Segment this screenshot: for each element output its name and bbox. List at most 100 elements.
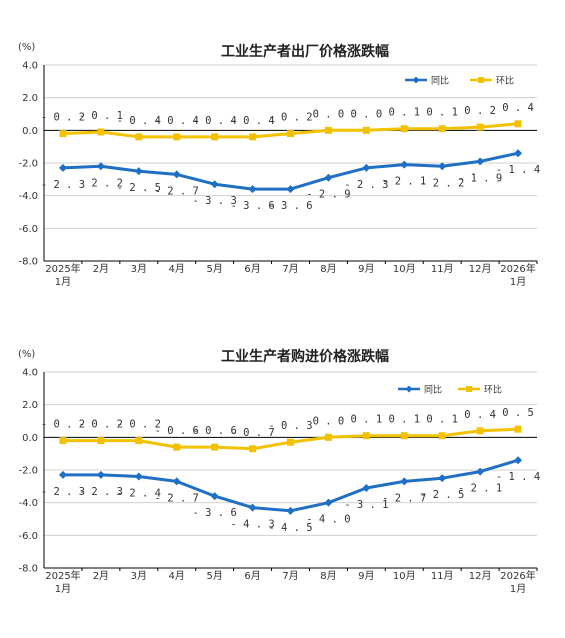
- data-point-mom: [362, 126, 370, 134]
- x-tick-label: 2025年: [45, 262, 80, 275]
- x-tick-label: 6月: [244, 570, 260, 582]
- data-point-yoy: [400, 160, 409, 169]
- data-point-mom: [400, 432, 408, 440]
- data-label-yoy: - 4 . 3: [230, 519, 274, 531]
- data-label-yoy: - 2 . 9: [306, 189, 350, 201]
- y-tick-label: 4.0: [22, 368, 38, 379]
- y-tick-label: 2.0: [22, 93, 38, 104]
- legend-label: 同比: [431, 75, 449, 87]
- data-point-mom: [438, 125, 446, 133]
- x-tick-label: 3月: [131, 570, 147, 582]
- x-tick-label: 9月: [358, 263, 374, 275]
- data-point-yoy: [58, 470, 67, 479]
- data-point-yoy: [286, 185, 295, 194]
- data-point-mom: [514, 120, 522, 128]
- data-label-mom: - 0 . 3: [268, 420, 312, 432]
- x-tick-label: 8月: [320, 263, 336, 275]
- data-point-yoy: [248, 503, 257, 512]
- data-label-mom: 0 . 1: [426, 107, 458, 119]
- data-label-yoy: - 3 . 3: [193, 195, 237, 207]
- data-point-mom: [249, 133, 257, 141]
- data-point-mom: [362, 432, 370, 440]
- data-point-mom: [514, 425, 522, 433]
- data-label-mom: 0 . 4: [464, 409, 496, 421]
- y-tick-label: -6.0: [18, 224, 38, 235]
- x-tick-label: 7月: [282, 570, 298, 582]
- data-label-mom: 0 . 1: [388, 107, 420, 119]
- x-tick-label: 2025年: [45, 569, 80, 582]
- data-point-yoy: [514, 149, 523, 158]
- data-label-yoy: - 2 . 3: [41, 486, 85, 498]
- data-point-mom: [211, 443, 219, 451]
- data-label-yoy: - 2 . 4: [117, 488, 161, 500]
- x-tick-label: 10月: [393, 570, 416, 582]
- y-tick-label: -8.0: [18, 564, 38, 575]
- data-point-yoy: [172, 477, 181, 486]
- legend-marker: [478, 77, 484, 83]
- data-label-mom: 0 . 1: [426, 414, 458, 426]
- x-tick-label: 8月: [320, 570, 336, 582]
- x-tick-label: 12月: [469, 263, 492, 275]
- x-tick-label: 10月: [393, 263, 416, 275]
- data-label-yoy: - 4 . 0: [306, 514, 350, 526]
- data-label-mom: - 0 . 6: [193, 425, 237, 437]
- data-label-mom: - 0 . 7: [230, 427, 274, 439]
- data-point-yoy: [134, 472, 143, 481]
- legend-label: 环比: [484, 384, 502, 396]
- data-point-yoy: [514, 456, 523, 465]
- y-tick-label: 0.0: [22, 433, 38, 444]
- data-label-mom: 0 . 0: [313, 108, 345, 120]
- data-point-yoy: [96, 162, 105, 171]
- data-point-mom: [476, 427, 484, 435]
- data-point-mom: [173, 443, 181, 451]
- x-tick-label: 1月: [55, 583, 71, 595]
- data-label-yoy: - 2 . 5: [117, 182, 161, 194]
- data-label-mom: 0 . 1: [351, 414, 383, 426]
- y-tick-label: -4.0: [18, 191, 38, 202]
- data-label-yoy: - 2 . 3: [79, 486, 123, 498]
- data-label-mom: - 0 . 2: [117, 419, 161, 431]
- data-label-mom: - 0 . 2: [41, 419, 85, 431]
- data-point-yoy: [286, 506, 295, 515]
- legend-marker: [466, 386, 472, 392]
- data-label-mom: 0 . 0: [313, 415, 345, 427]
- data-point-yoy: [248, 185, 257, 194]
- x-tick-label: 2月: [93, 263, 109, 275]
- x-tick-label: 11月: [431, 570, 454, 582]
- data-point-yoy: [438, 162, 447, 171]
- data-point-mom: [287, 438, 294, 446]
- data-label-mom: - 0 . 4: [230, 115, 274, 127]
- data-label-mom: 0 . 2: [464, 105, 496, 117]
- x-tick-label: 3月: [131, 263, 147, 275]
- data-label-yoy: - 2 . 7: [382, 492, 426, 504]
- data-point-yoy: [438, 474, 447, 483]
- data-point-mom: [211, 133, 219, 141]
- data-label-mom: - 0 . 2: [41, 112, 85, 124]
- y-unit-label: (%): [18, 349, 35, 360]
- data-point-mom: [438, 432, 446, 440]
- chart-title: 工业生产者购进价格涨跌幅: [221, 348, 389, 365]
- legend-label: 同比: [424, 384, 442, 396]
- data-point-yoy: [210, 492, 219, 501]
- x-tick-label: 9月: [358, 570, 374, 582]
- data-point-yoy: [324, 498, 333, 507]
- x-tick-label: 7月: [282, 263, 298, 275]
- data-label-mom: - 0 . 2: [268, 112, 312, 124]
- data-label-mom: - 0 . 6: [155, 425, 199, 437]
- data-label-mom: 0 . 1: [388, 414, 420, 426]
- y-tick-label: 0.0: [22, 126, 38, 137]
- data-label-yoy: - 2 . 3: [41, 179, 85, 191]
- data-point-yoy: [476, 467, 485, 476]
- data-label-yoy: - 2 . 7: [155, 492, 199, 504]
- data-point-yoy: [134, 167, 143, 176]
- x-tick-label: 6月: [244, 263, 260, 275]
- y-tick-label: -4.0: [18, 498, 38, 509]
- data-label-mom: 0 . 4: [502, 102, 534, 114]
- x-tick-label: 2026年: [500, 262, 535, 275]
- data-label-yoy: - 2 . 3: [344, 179, 388, 191]
- data-point-yoy: [476, 157, 485, 166]
- x-tick-label: 4月: [169, 570, 185, 582]
- legend-marker: [405, 385, 413, 393]
- data-point-mom: [324, 126, 332, 134]
- data-point-mom: [287, 130, 294, 138]
